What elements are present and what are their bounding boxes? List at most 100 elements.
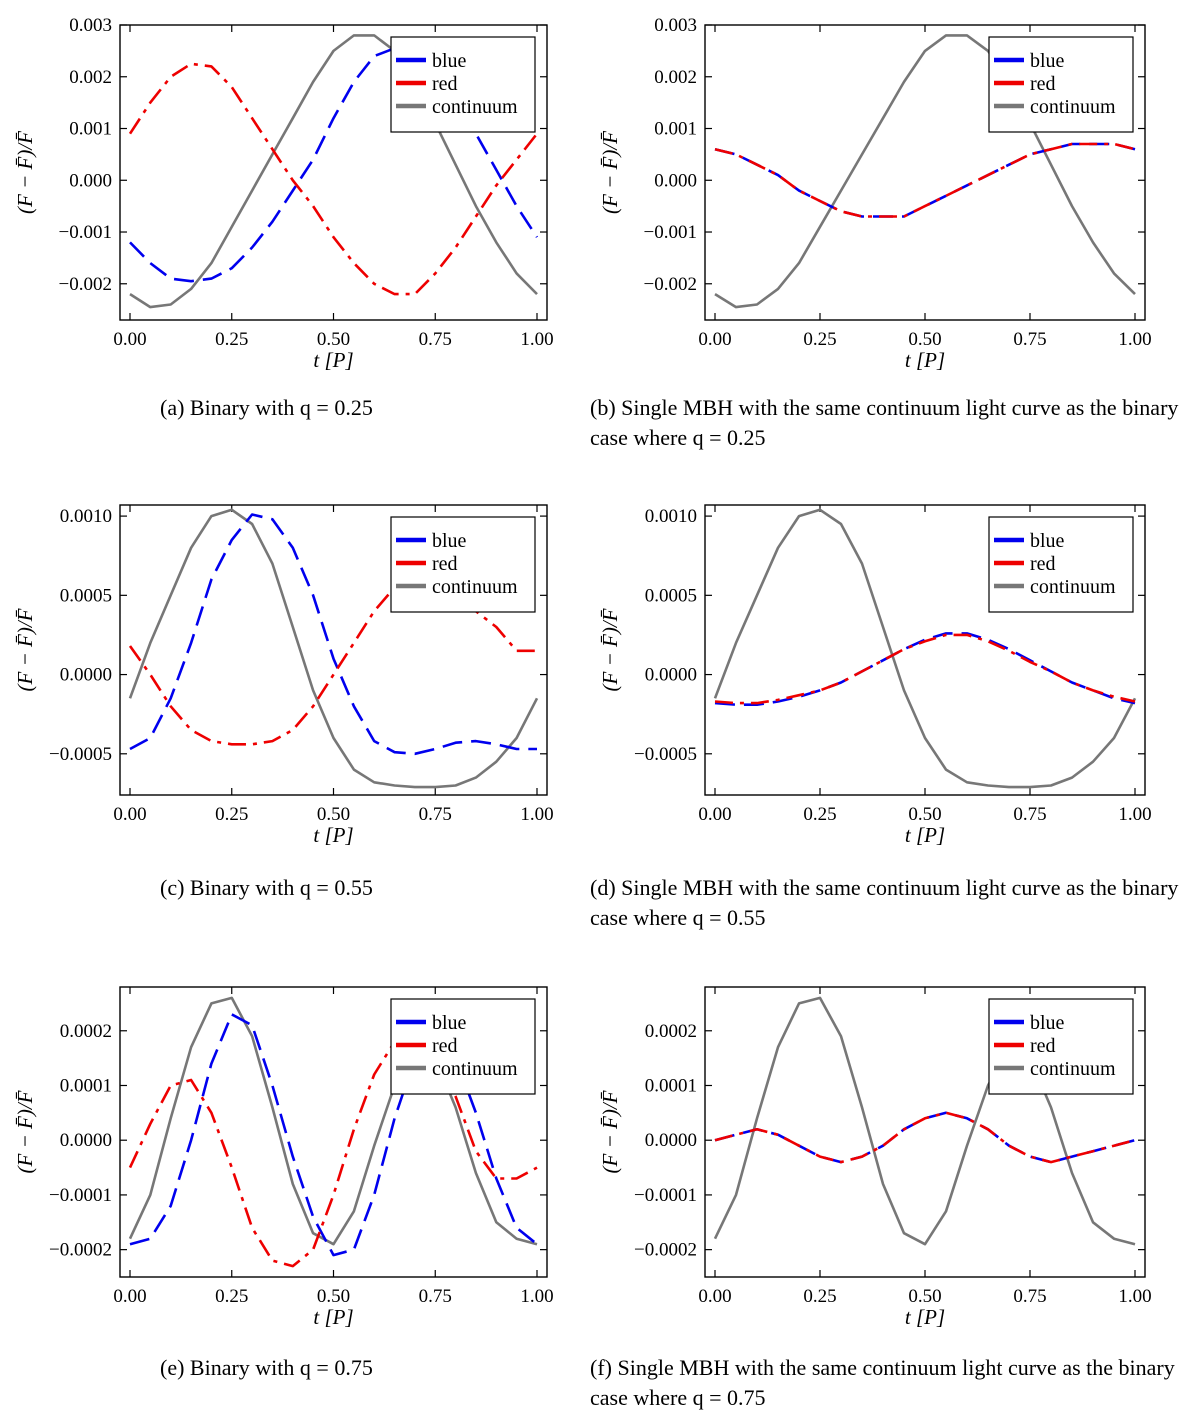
x-axis-label: t [P] (313, 348, 353, 372)
y-tick-label: 0.0000 (60, 1130, 112, 1151)
caption-tag: (c) (160, 875, 185, 900)
x-tick-label: 0.25 (215, 329, 248, 350)
plot-frame (119, 504, 548, 796)
series-line-red (128, 1029, 538, 1268)
y-axis-label: (F − F̄)/F̄ (598, 131, 622, 214)
x-tick-label: 0.50 (317, 804, 350, 825)
caption-tag: (d) (590, 875, 616, 900)
caption-a: (a) Binary with q = 0.25 (160, 393, 580, 423)
plot-frame (704, 504, 1146, 796)
legend-label-blue: blue (1030, 50, 1065, 72)
x-tick-label: 0.00 (698, 329, 731, 350)
caption-text: Single MBH with the same continuum light… (590, 875, 1179, 930)
y-axis-label: (F − F̄)/F̄ (598, 608, 622, 691)
y-axis-label: (F − F̄)/F̄ (13, 131, 37, 214)
x-tick-label: 0.00 (698, 1286, 731, 1307)
legend-label-red: red (432, 553, 458, 575)
y-tick-label: −0.0001 (634, 1185, 697, 1206)
caption-e: (e) Binary with q = 0.75 (160, 1353, 580, 1383)
series-line-red (128, 62, 539, 296)
caption-text: Binary with q = 0.55 (189, 875, 373, 900)
y-tick-label: 0.0010 (60, 506, 112, 527)
legend-label-red: red (1030, 553, 1056, 575)
y-tick-label: −0.001 (59, 222, 112, 243)
legend-label-blue: blue (1030, 530, 1065, 552)
caption-b: (b) Single MBH with the same continuum l… (590, 393, 1190, 453)
x-tick-label: 0.75 (1013, 804, 1046, 825)
y-tick-label: 0.001 (654, 119, 697, 140)
x-tick-label: 1.00 (1118, 804, 1151, 825)
legend-label-blue: blue (432, 50, 467, 72)
caption-tag: (b) (590, 395, 616, 420)
y-tick-label: 0.0002 (645, 1021, 697, 1042)
legend-label-continuum: continuum (432, 96, 518, 118)
y-tick-label: 0.0005 (60, 585, 112, 606)
y-tick-label: 0.002 (654, 67, 697, 88)
x-tick-label: 1.00 (520, 329, 553, 350)
panel-c: −0.0005 0.0000 0.0005 0.0010 0.00 0.25 0.50 0.7… (13, 504, 554, 847)
caption-text: Single MBH with the same continuum light… (590, 395, 1179, 450)
series-line-red (714, 1111, 1136, 1164)
legend-label-continuum: continuum (432, 576, 518, 598)
legend-label-blue: blue (432, 1012, 467, 1034)
y-tick-label: 0.0005 (645, 585, 697, 606)
series-line-continuum (129, 34, 538, 309)
caption-f: (f) Single MBH with the same continuum l… (590, 1353, 1190, 1413)
x-tick-label: 0.00 (113, 1286, 146, 1307)
panel-f: −0.0002 −0.0001 0.0000 0.0001 0.0002 0.00 0.25… (598, 986, 1152, 1329)
x-tick-label: 1.00 (1118, 1286, 1151, 1307)
x-axis-label: t [P] (905, 823, 945, 847)
caption-text: Binary with q = 0.75 (189, 1355, 373, 1380)
panel-b: −0.002 −0.001 0.000 0.001 0.002 0.003 0.00 0.25… (598, 15, 1152, 372)
y-tick-label: −0.002 (644, 274, 697, 295)
x-tick-label: 0.25 (803, 1286, 836, 1307)
plot-frame (119, 986, 548, 1278)
caption-c: (c) Binary with q = 0.55 (160, 873, 580, 903)
series-line-blue (714, 632, 1136, 706)
x-axis-label: t [P] (905, 348, 945, 372)
y-tick-label: 0.000 (654, 170, 697, 191)
y-tick-label: 0.0010 (645, 506, 697, 527)
caption-tag: (f) (590, 1355, 612, 1380)
caption-text: Single MBH with the same continuum light… (590, 1355, 1175, 1410)
x-axis-label: t [P] (313, 823, 353, 847)
y-tick-label: 0.002 (69, 67, 112, 88)
legend-label-continuum: continuum (1030, 1058, 1116, 1080)
legend-label-red: red (1030, 1035, 1056, 1057)
panel-e: −0.0002 −0.0001 0.0000 0.0001 0.0002 0.00 0.25… (13, 986, 554, 1329)
y-tick-label: 0.001 (69, 119, 112, 140)
y-tick-label: 0.003 (654, 15, 697, 36)
y-tick-label: 0.0001 (645, 1075, 697, 1096)
x-tick-label: 0.75 (419, 804, 452, 825)
x-tick-label: 0.25 (215, 804, 248, 825)
x-tick-label: 0.25 (803, 804, 836, 825)
y-tick-label: 0.003 (69, 15, 112, 36)
y-tick-label: −0.0005 (49, 744, 112, 765)
y-tick-label: 0.000 (69, 170, 112, 191)
series-line-continuum (714, 34, 1136, 309)
x-tick-label: 0.25 (803, 329, 836, 350)
series-line-continuum (128, 996, 538, 1246)
caption-tag: (a) (160, 395, 185, 420)
x-tick-label: 1.00 (520, 804, 553, 825)
x-tick-label: 1.00 (520, 1286, 553, 1307)
caption-text: Binary with q = 0.25 (189, 395, 373, 420)
series-line-blue (129, 513, 537, 756)
caption-tag: (e) (160, 1355, 185, 1380)
y-tick-label: 0.0000 (645, 1130, 697, 1151)
x-tick-label: 0.75 (419, 1286, 452, 1307)
panel-a: −0.002 −0.001 0.000 0.001 0.002 0.003 0.00 0.25… (13, 15, 554, 372)
legend-label-blue: blue (1030, 1012, 1065, 1034)
legend-label-continuum: continuum (432, 1058, 518, 1080)
series-line-continuum (713, 508, 1137, 789)
y-tick-label: −0.0001 (49, 1185, 112, 1206)
x-tick-label: 0.00 (113, 804, 146, 825)
y-tick-label: 0.0002 (60, 1021, 112, 1042)
y-tick-label: 0.0001 (60, 1075, 112, 1096)
x-tick-label: 0.25 (215, 1286, 248, 1307)
y-tick-label: −0.002 (59, 274, 112, 295)
